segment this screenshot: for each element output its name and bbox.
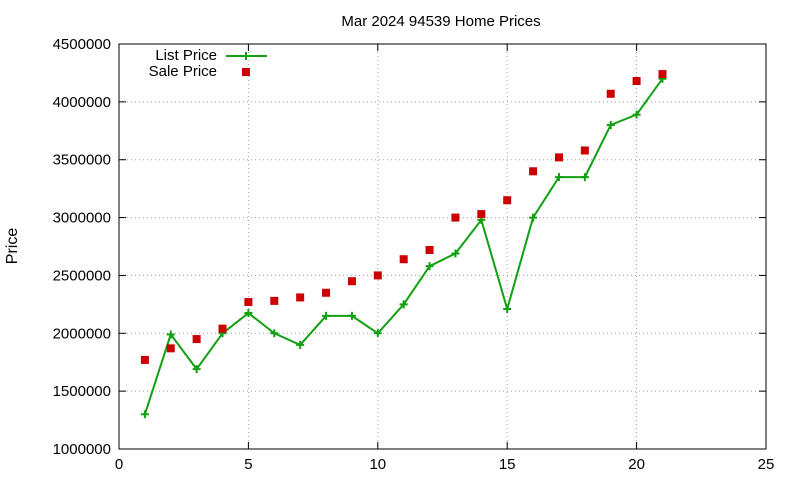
y-tick-label: 4500000 xyxy=(53,36,111,53)
y-tick-label: 2000000 xyxy=(53,325,111,342)
list-price-point xyxy=(192,365,201,374)
grid xyxy=(119,44,766,449)
y-tick-label: 1500000 xyxy=(53,383,111,400)
sale-price-point xyxy=(451,213,460,222)
legend-label-list-price: List Price xyxy=(155,47,217,64)
x-tick-label: 10 xyxy=(369,456,386,473)
sale-price-point xyxy=(373,271,382,280)
legend-label-sale-price: Sale Price xyxy=(149,63,217,80)
list-price-point xyxy=(322,311,331,320)
sale-price-point xyxy=(503,196,512,205)
sale-price-point xyxy=(347,277,356,286)
list-price-point xyxy=(373,329,382,338)
y-tick-label: 3500000 xyxy=(53,152,111,169)
sale-price-point xyxy=(244,298,253,307)
x-tick-label: 15 xyxy=(499,456,516,473)
axis-ticks: 0 5 10 15 20 25 1000000 1500000 2000000 2500000 30… xyxy=(53,36,775,473)
list-price-point xyxy=(554,173,563,182)
list-price-point xyxy=(606,121,615,129)
sale-price-point xyxy=(606,89,615,98)
x-tick-label: 0 xyxy=(115,456,123,473)
legend-marker-sale-price xyxy=(242,68,250,76)
chart-title: Mar 2024 94539 Home Prices xyxy=(341,13,540,30)
list-price-point xyxy=(503,304,512,313)
x-tick-label: 20 xyxy=(628,456,645,473)
sale-price-point xyxy=(296,293,305,302)
list-price-point xyxy=(270,329,279,338)
list-price-point xyxy=(399,300,408,309)
list-price-point xyxy=(632,110,641,119)
list-price-point xyxy=(244,309,253,318)
sale-price-point xyxy=(554,153,563,162)
sale-price-point xyxy=(270,296,279,305)
sale-price-point xyxy=(529,167,538,176)
legend-marker-list-price xyxy=(242,52,250,60)
sale-price-point xyxy=(166,344,175,353)
sale-price-point xyxy=(218,324,227,333)
sale-price-point xyxy=(140,355,149,364)
sale-price-point xyxy=(477,210,486,219)
list-price-point xyxy=(425,262,434,271)
plot-frame xyxy=(118,43,767,450)
sale-price-point xyxy=(632,77,641,86)
series-line-list-price xyxy=(143,78,664,415)
y-tick-label: 2500000 xyxy=(53,267,111,284)
x-tick-label: 25 xyxy=(758,456,775,473)
list-price-point xyxy=(529,213,538,222)
sale-price-point xyxy=(192,335,201,344)
y-tick-label: 4000000 xyxy=(53,94,111,111)
list-price-point xyxy=(451,249,460,258)
list-price-point xyxy=(296,340,305,349)
y-axis-label: Price xyxy=(4,228,21,265)
list-price-point xyxy=(347,311,356,320)
list-price-point xyxy=(580,173,589,182)
sale-price-point xyxy=(425,245,434,254)
y-tick-label: 3000000 xyxy=(53,210,111,227)
x-tick-label: 5 xyxy=(244,456,252,473)
sale-price-point xyxy=(658,70,667,79)
list-price-point xyxy=(166,330,175,339)
list-price-point xyxy=(140,410,149,419)
y-tick-label: 1000000 xyxy=(53,441,111,458)
series xyxy=(140,70,667,419)
sale-price-point xyxy=(322,288,331,297)
sale-price-point xyxy=(399,255,408,264)
sale-price-point xyxy=(580,146,589,155)
